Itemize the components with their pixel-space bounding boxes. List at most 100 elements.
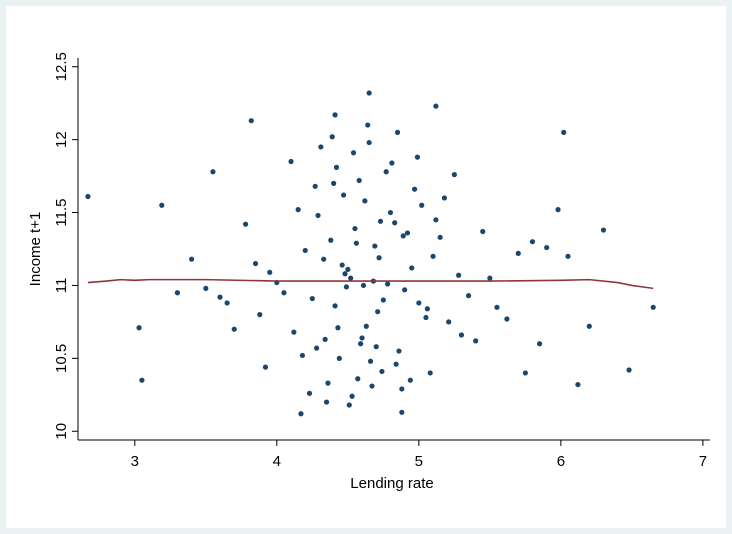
scatter-point [396, 348, 402, 354]
scatter-point [281, 290, 287, 296]
plot-background [6, 6, 726, 528]
scatter-point [189, 256, 195, 262]
scatter-point [394, 129, 401, 135]
scatter-point [504, 316, 510, 322]
scatter-point [299, 352, 305, 359]
scatter-point [340, 192, 347, 198]
scatter-point [159, 202, 165, 208]
scatter-point [349, 393, 355, 399]
scatter-point [248, 118, 254, 124]
scatter-point [389, 160, 395, 166]
scatter-point [379, 368, 385, 375]
x-tick-label: 7 [699, 453, 707, 470]
scatter-point [373, 344, 379, 350]
fit-line [87, 278, 654, 290]
scatter-point [322, 336, 328, 342]
scatter-point [393, 361, 399, 367]
scatter-point [416, 300, 422, 306]
scatter-point [342, 271, 348, 277]
scatter-point [430, 253, 436, 259]
scatter-point [321, 256, 327, 262]
scatter-point [362, 198, 368, 204]
scatter-point [336, 355, 342, 361]
scatter-point [267, 269, 273, 275]
scatter-point [85, 193, 91, 200]
scatter-point [555, 207, 561, 213]
scatter-point [561, 129, 567, 135]
scatter-point [313, 345, 320, 351]
scatter-point [306, 390, 313, 396]
x-tick-label: 5 [415, 453, 423, 470]
scatter-point [352, 225, 358, 232]
scatter-point [433, 103, 439, 109]
scatter-point [210, 169, 216, 175]
scatter-point [328, 237, 334, 243]
scatter-point [400, 233, 406, 239]
scatter-point [650, 304, 656, 310]
scatter-point [335, 325, 341, 331]
scatter-point [424, 306, 430, 312]
scatter-point [529, 239, 536, 245]
y-tick-label: 10.5 [53, 344, 70, 373]
scatter-point [360, 282, 367, 289]
scatter-point [217, 294, 223, 300]
scatter-point [369, 383, 375, 389]
scatter-point [312, 183, 318, 189]
scatter-point [385, 281, 391, 287]
scatter-point [487, 275, 493, 281]
x-axis-label: Lending rate [350, 475, 433, 492]
scatter-point [356, 177, 362, 184]
scatter-point [536, 341, 543, 347]
scatter-point [404, 230, 411, 236]
scatter-point [350, 150, 357, 156]
scatter-point [333, 164, 340, 170]
scatter-point [465, 293, 472, 299]
scatter-point [339, 262, 345, 268]
scatter-point [329, 134, 335, 140]
scatter-point [315, 212, 321, 219]
scatter-point [399, 386, 405, 392]
scatter-point [353, 240, 359, 246]
scatter-point [437, 234, 443, 240]
scatter-point [231, 326, 237, 332]
scatter-point [318, 144, 324, 150]
scatter-point [409, 265, 415, 271]
scatter-point [262, 364, 269, 370]
scatter-point [365, 122, 371, 128]
scatter-point [515, 250, 521, 256]
y-tick-label: 12 [53, 131, 70, 148]
scatter-point [348, 275, 354, 281]
scatter-point [345, 266, 351, 273]
scatter-point [399, 409, 405, 415]
scatter-point [288, 158, 294, 165]
scatter-point [331, 180, 337, 186]
scatter-point [387, 209, 394, 216]
scatter-point [427, 370, 433, 376]
scatter-point [325, 380, 331, 386]
scatter-point [473, 338, 479, 344]
scatter-point [302, 247, 308, 254]
x-tick-label: 6 [557, 453, 565, 470]
scatter-point [252, 260, 259, 267]
scatter-point [456, 272, 462, 278]
scatter-point [346, 402, 352, 408]
scatter-point [372, 243, 378, 249]
scatter-point [366, 139, 372, 146]
scatter-point [139, 377, 145, 383]
x-tick-label: 3 [131, 453, 139, 470]
scatter-point [242, 221, 249, 227]
scatter-point [433, 217, 439, 223]
scatter-point [458, 332, 465, 338]
scatter-point [367, 358, 374, 364]
scatter-point [586, 323, 592, 329]
scatter-point [295, 207, 301, 213]
scatter-point [224, 300, 230, 306]
scatter-point [375, 309, 381, 315]
scatter-point [441, 195, 448, 201]
scatter-point [291, 329, 297, 335]
scatter-point [332, 303, 338, 309]
scatter-point [544, 244, 550, 251]
scatter-point [626, 367, 632, 373]
scatter-point [407, 377, 413, 383]
